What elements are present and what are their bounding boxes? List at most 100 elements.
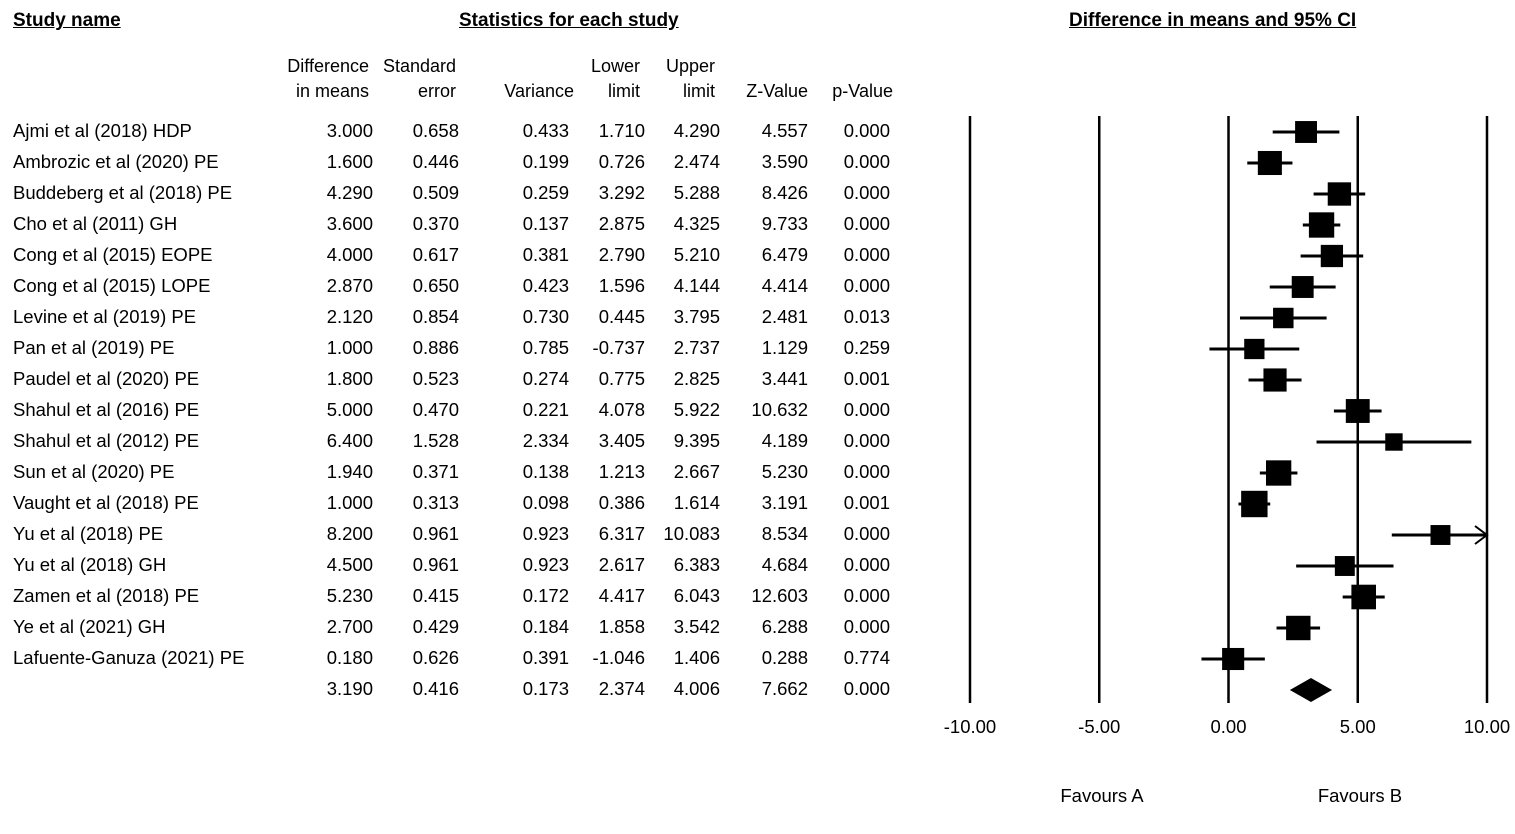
- column-header-var: Variance: [504, 81, 574, 101]
- table-row-16-name: Zamen et al (2018) PE: [13, 585, 200, 606]
- table-row-16-upper: 6.043: [673, 585, 720, 606]
- table-row-2-var: 0.199: [522, 151, 569, 172]
- table-row-4-name: Cho et al (2011) GH: [13, 213, 178, 234]
- table-row-7-z: 2.481: [761, 306, 808, 327]
- table-row-1-z: 4.557: [761, 120, 808, 141]
- x-tick-label-4: 10.00: [1463, 716, 1511, 737]
- table-row-2-se: 0.446: [412, 151, 459, 172]
- table-row-5-z: 6.479: [761, 244, 808, 265]
- plot-header: Difference in means and 95% CI: [1069, 10, 1357, 31]
- table-row-13-diff: 1.000: [326, 492, 373, 513]
- table-row-12-lower: 1.213: [598, 461, 645, 482]
- table-row-15-p: 0.000: [843, 554, 890, 575]
- summary-row-z: 7.662: [761, 678, 808, 699]
- table-row-8-p: 0.259: [843, 337, 890, 358]
- table-row-18-p: 0.774: [843, 647, 890, 668]
- table-row-6-name: Cong et al (2015) LOPE: [13, 275, 211, 296]
- table-row-14-p: 0.000: [843, 523, 890, 544]
- summary-row-se: 0.416: [412, 678, 459, 699]
- table-row-11-se: 1.528: [412, 430, 459, 451]
- effect-marker-11: [1385, 433, 1403, 451]
- table-row-3-upper: 5.288: [673, 182, 720, 203]
- table-row-7-se: 0.854: [412, 306, 459, 327]
- effect-marker-9: [1263, 368, 1287, 392]
- table-row-9-diff: 1.800: [326, 368, 373, 389]
- effect-marker-17: [1286, 615, 1311, 641]
- table-row-13-z: 3.191: [761, 492, 808, 513]
- table-row-7-var: 0.730: [522, 306, 569, 327]
- table-row-16-var: 0.172: [522, 585, 569, 606]
- table-row-6-p: 0.000: [843, 275, 890, 296]
- table-row-18-se: 0.626: [412, 647, 459, 668]
- table-row-4-lower: 2.875: [598, 213, 645, 234]
- table-row-8-z: 1.129: [761, 337, 808, 358]
- effect-marker-5: [1320, 244, 1344, 268]
- column-header-upper: Upper limit: [665, 56, 715, 101]
- x-tick-label-3: 5.00: [1339, 716, 1376, 737]
- effect-marker-7: [1273, 307, 1294, 329]
- table-row-3-diff: 4.290: [326, 182, 373, 203]
- table-row-16-p: 0.000: [843, 585, 890, 606]
- x-tick-label-0: -10.00: [943, 716, 997, 737]
- table-row-2-upper: 2.474: [673, 151, 720, 172]
- table-row-9-var: 0.274: [522, 368, 569, 389]
- effect-marker-10: [1345, 399, 1370, 423]
- table-row-5-lower: 2.790: [598, 244, 645, 265]
- table-row-17-diff: 2.700: [326, 616, 373, 637]
- table-row-12-upper: 2.667: [673, 461, 720, 482]
- table-row-10-var: 0.221: [522, 399, 569, 420]
- table-row-10-upper: 5.922: [673, 399, 720, 420]
- table-row-4-diff: 3.600: [326, 213, 373, 234]
- table-row-18-z: 0.288: [761, 647, 808, 668]
- x-tick-label-1: -5.00: [1078, 716, 1121, 737]
- table-row-6-lower: 1.596: [598, 275, 645, 296]
- table-row-18-name: Lafuente-Ganuza (2021) PE: [13, 647, 245, 668]
- effect-marker-8: [1244, 338, 1265, 360]
- table-row-18-upper: 1.406: [673, 647, 720, 668]
- table-row-15-se: 0.961: [412, 554, 459, 575]
- column-header-z: Z-Value: [746, 81, 808, 101]
- table-row-15-diff: 4.500: [326, 554, 373, 575]
- column-header-p: p-Value: [832, 81, 893, 101]
- table-row-16-z: 12.603: [751, 585, 808, 606]
- table-row-13-lower: 0.386: [598, 492, 645, 513]
- study-name-header: Study name: [13, 10, 121, 31]
- table-row-10-se: 0.470: [412, 399, 459, 420]
- effect-marker-12: [1265, 460, 1292, 486]
- table-row-17-se: 0.429: [412, 616, 459, 637]
- table-row-4-var: 0.137: [522, 213, 569, 234]
- table-row-11-upper: 9.395: [673, 430, 720, 451]
- table-row-5-upper: 5.210: [673, 244, 720, 265]
- table-row-16-lower: 4.417: [598, 585, 645, 606]
- table-row-15-upper: 6.383: [673, 554, 720, 575]
- table-row-14-name: Yu et al (2018) PE: [13, 523, 164, 544]
- column-header-lower: Lower limit: [590, 56, 640, 101]
- table-row-3-z: 8.426: [761, 182, 808, 203]
- table-row-5-se: 0.617: [412, 244, 459, 265]
- table-row-1-p: 0.000: [843, 120, 890, 141]
- table-row-11-name: Shahul et al (2012) PE: [13, 430, 200, 451]
- table-row-12-var: 0.138: [522, 461, 569, 482]
- table-row-10-p: 0.000: [843, 399, 890, 420]
- table-row-15-name: Yu et al (2018) GH: [13, 554, 167, 575]
- table-row-12-p: 0.000: [843, 461, 890, 482]
- table-row-18-lower: -1.046: [592, 647, 645, 668]
- table-row-12-z: 5.230: [761, 461, 808, 482]
- table-row-9-lower: 0.775: [598, 368, 645, 389]
- table-row-3-var: 0.259: [522, 182, 569, 203]
- table-row-1-upper: 4.290: [673, 120, 720, 141]
- table-row-7-lower: 0.445: [598, 306, 645, 327]
- table-row-6-z: 4.414: [761, 275, 808, 296]
- table-row-2-z: 3.590: [761, 151, 808, 172]
- table-row-5-var: 0.381: [522, 244, 569, 265]
- statistics-header: Statistics for each study: [459, 10, 679, 31]
- effect-marker-13: [1241, 490, 1268, 518]
- x-tick-label-2: 0.00: [1210, 716, 1247, 737]
- summary-row-var: 0.173: [522, 678, 569, 699]
- table-row-4-se: 0.370: [412, 213, 459, 234]
- table-row-4-upper: 4.325: [673, 213, 720, 234]
- table-row-14-upper: 10.083: [663, 523, 720, 544]
- table-row-1-var: 0.433: [522, 120, 569, 141]
- table-row-8-diff: 1.000: [326, 337, 373, 358]
